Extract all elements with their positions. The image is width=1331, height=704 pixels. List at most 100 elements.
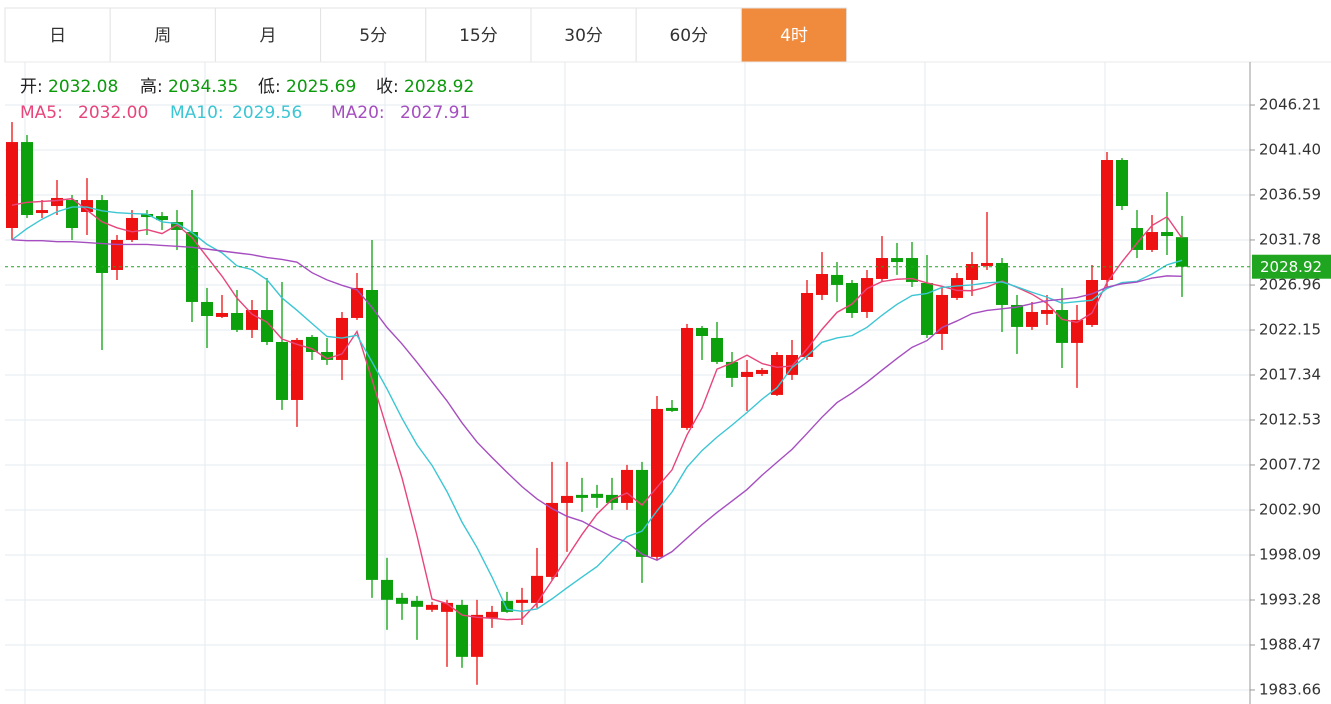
candle-body xyxy=(171,222,183,230)
ma-line xyxy=(11,239,1183,561)
tab-label[interactable]: 60分 xyxy=(669,26,708,46)
candle-body xyxy=(696,327,708,337)
candle-body xyxy=(81,200,93,213)
last-price-label: 2028.92 xyxy=(1260,258,1322,276)
candle-body xyxy=(141,213,153,218)
tab[interactable] xyxy=(320,7,427,63)
header-label: 开: xyxy=(20,77,43,97)
tab[interactable] xyxy=(214,7,322,63)
candle-body xyxy=(306,336,318,352)
candle-body xyxy=(1131,227,1143,250)
candle-body xyxy=(21,142,33,215)
candle-body xyxy=(966,263,978,280)
tab[interactable] xyxy=(740,7,848,63)
y-tick-label: 1998.09 xyxy=(1259,546,1321,564)
tab-label[interactable]: 30分 xyxy=(564,26,603,46)
candle-body xyxy=(201,301,213,316)
legend-value: 2029.56 xyxy=(232,103,302,123)
candle-body xyxy=(621,469,633,503)
candle-body xyxy=(726,361,738,378)
candle-body xyxy=(876,258,888,279)
candle-body xyxy=(771,354,783,395)
tab-label[interactable]: 4时 xyxy=(780,26,808,46)
candle-body xyxy=(396,597,408,604)
candle-body xyxy=(1161,232,1173,237)
tab-label[interactable]: 15分 xyxy=(459,26,498,46)
candle-body xyxy=(906,258,918,282)
candle-body xyxy=(996,262,1008,305)
candle-body xyxy=(456,604,468,657)
candle-body xyxy=(411,600,423,607)
y-tick-label: 2041.40 xyxy=(1259,141,1321,159)
tab[interactable] xyxy=(4,7,111,63)
y-tick-label: 2017.34 xyxy=(1259,366,1321,384)
candle-body xyxy=(711,337,723,362)
candle-body xyxy=(51,197,63,207)
candle-body xyxy=(291,339,303,400)
candle-body xyxy=(1026,311,1038,327)
legend-value: 2032.00 xyxy=(78,103,148,123)
candle-body xyxy=(1071,319,1083,343)
candle-body xyxy=(321,351,333,360)
header-label: 收: xyxy=(376,77,399,97)
y-tick-label: 2026.96 xyxy=(1259,276,1321,294)
last-price-box xyxy=(1252,254,1331,279)
candle-body xyxy=(651,408,663,557)
candle-body xyxy=(6,142,18,228)
candle-body xyxy=(381,579,393,600)
candle-body xyxy=(366,289,378,580)
candle-body xyxy=(981,262,993,266)
candle-body xyxy=(351,287,363,318)
candle-body xyxy=(951,278,963,298)
tab[interactable] xyxy=(530,7,637,63)
candle-body xyxy=(861,278,873,312)
candle-body xyxy=(1086,279,1098,325)
y-tick-label: 1983.66 xyxy=(1259,680,1321,698)
candle-body xyxy=(636,469,648,557)
candle-body xyxy=(516,599,528,603)
tab-label[interactable]: 日 xyxy=(49,26,66,46)
candle-body xyxy=(531,575,543,603)
tab-label[interactable]: 月 xyxy=(260,26,277,46)
candle-body xyxy=(471,614,483,657)
header-value: 2034.35 xyxy=(168,77,238,97)
ma-line xyxy=(11,206,1183,613)
candle-body xyxy=(576,494,588,498)
candle-body xyxy=(561,495,573,503)
candle-body xyxy=(741,371,753,377)
candle-body xyxy=(216,313,228,317)
candle-body xyxy=(1146,232,1158,250)
legend-name: MA5: xyxy=(20,103,63,123)
legend-value: 2027.91 xyxy=(400,103,470,123)
candle-body xyxy=(891,258,903,263)
header-value: 2028.92 xyxy=(404,77,474,97)
candle-body xyxy=(816,274,828,295)
legend-name: MA10: xyxy=(170,103,224,123)
tab-label[interactable]: 5分 xyxy=(359,26,387,46)
candle-body xyxy=(276,341,288,400)
candle-body xyxy=(1116,160,1128,207)
candle-body xyxy=(66,200,78,228)
candle-body xyxy=(801,292,813,357)
y-tick-label: 2036.59 xyxy=(1259,185,1321,203)
candle-body xyxy=(831,274,843,285)
candle-body xyxy=(426,604,438,610)
tab[interactable] xyxy=(109,7,216,63)
candle-body xyxy=(96,200,108,273)
candle-body xyxy=(1056,310,1068,343)
candle-body xyxy=(441,602,453,612)
candle-body xyxy=(921,282,933,335)
candle-body xyxy=(591,493,603,498)
candle-body xyxy=(486,611,498,618)
header-value: 2025.69 xyxy=(286,77,356,97)
legend-name: MA20: xyxy=(331,103,385,123)
candle-body xyxy=(231,313,243,330)
candle-body xyxy=(846,282,858,314)
candle-body xyxy=(501,600,513,612)
header-label: 低: xyxy=(258,77,281,97)
candle-body xyxy=(261,310,273,342)
y-tick-label: 2007.72 xyxy=(1259,455,1321,473)
tab-label[interactable]: 周 xyxy=(154,26,171,46)
